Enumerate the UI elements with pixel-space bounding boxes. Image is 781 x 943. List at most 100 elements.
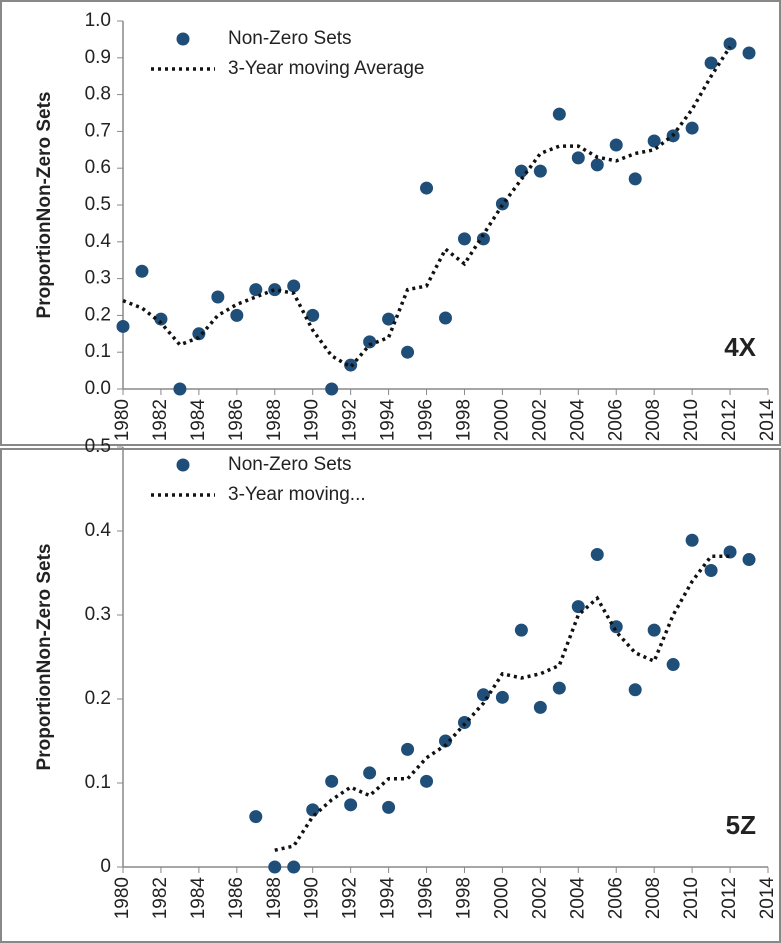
y-tick-label: 0.4 [85, 520, 112, 541]
x-tick-label: 2000 [491, 877, 512, 919]
x-tick-label: 2004 [567, 877, 588, 920]
data-point [249, 283, 263, 297]
y-tick-label: 0 [100, 856, 111, 877]
data-point [420, 774, 434, 788]
data-point [628, 683, 642, 697]
data-point [439, 311, 452, 325]
legend-label: 3-Year moving Average [228, 58, 424, 79]
x-tick-label: 1988 [264, 399, 285, 441]
y-tick-label: 0.3 [85, 268, 111, 289]
y-tick-label: 0.6 [85, 157, 111, 178]
data-point [344, 798, 358, 812]
data-point [609, 138, 623, 152]
data-point [287, 860, 301, 874]
data-point [268, 283, 282, 297]
data-point [533, 164, 547, 178]
x-tick-label: 1998 [453, 877, 474, 919]
legend-swatch [176, 458, 190, 472]
data-point [192, 327, 206, 341]
data-point [495, 197, 509, 211]
x-tick-label: 1992 [340, 877, 361, 919]
y-axis-title: ProportionNon-Zero Sets [34, 92, 55, 319]
y-tick-label: 0.1 [85, 341, 111, 362]
annotation: 4X [724, 332, 756, 362]
data-point [704, 563, 718, 577]
data-point [135, 264, 149, 278]
x-tick-label: 2000 [491, 399, 512, 441]
legend-label: 3-Year moving... [228, 484, 366, 505]
x-tick-label: 1980 [112, 399, 133, 441]
moving-average-line [274, 554, 731, 852]
data-point [723, 545, 737, 559]
legend-swatch [176, 32, 190, 46]
data-point [590, 548, 604, 562]
panel-frame [0, 448, 781, 943]
x-tick-label: 1982 [150, 877, 171, 919]
x-tick-label: 2010 [681, 399, 702, 441]
x-tick-label: 1990 [302, 877, 323, 919]
data-point [742, 553, 756, 567]
data-point [249, 810, 263, 824]
x-tick-label: 1982 [150, 399, 171, 441]
data-point [230, 308, 244, 322]
data-point [401, 345, 415, 359]
data-point [742, 46, 756, 60]
x-tick-label: 2014 [757, 877, 778, 920]
data-point [306, 308, 320, 322]
data-point [287, 279, 301, 293]
data-point [666, 658, 680, 672]
x-tick-label: 1990 [302, 399, 323, 441]
x-tick-label: 1996 [416, 877, 437, 919]
data-point [552, 681, 566, 695]
x-tick-label: 1994 [378, 399, 399, 442]
data-point [116, 319, 130, 333]
y-axis-title: ProportionNon-Zero Sets [34, 544, 55, 771]
data-point [457, 232, 471, 246]
data-point [363, 766, 377, 780]
data-point [154, 312, 168, 326]
y-tick-label: 1.0 [85, 10, 111, 31]
x-tick-label: 2004 [567, 399, 588, 442]
x-tick-label: 1996 [416, 399, 437, 441]
data-point [647, 623, 661, 637]
x-tick-label: 2006 [605, 399, 626, 441]
data-point [723, 37, 737, 51]
x-tick-label: 1984 [188, 877, 209, 920]
y-tick-label: 0.8 [85, 84, 111, 105]
x-tick-label: 2008 [643, 877, 664, 919]
data-point [552, 107, 566, 121]
data-point [420, 181, 434, 195]
data-point [439, 734, 452, 748]
data-point [495, 690, 509, 704]
x-tick-label: 1992 [340, 399, 361, 441]
data-point [685, 121, 699, 135]
data-point [685, 533, 699, 547]
data-point [363, 335, 377, 349]
moving-average-line [122, 45, 732, 370]
x-tick-label: 1998 [453, 399, 474, 441]
x-tick-label: 1986 [226, 399, 247, 441]
x-tick-label: 2002 [529, 877, 550, 919]
data-point [533, 700, 547, 714]
data-point [268, 860, 282, 874]
x-tick-label: 2014 [757, 399, 778, 442]
y-tick-label: 0.3 [85, 604, 111, 625]
data-point [382, 312, 396, 326]
data-point [325, 774, 339, 788]
data-point [590, 158, 604, 172]
x-tick-label: 2002 [529, 399, 550, 441]
y-tick-label: 0.9 [85, 47, 111, 68]
data-point [401, 742, 415, 756]
x-tick-label: 2006 [605, 877, 626, 919]
x-tick-label: 1994 [378, 877, 399, 920]
x-tick-label: 2012 [719, 399, 740, 441]
annotation: 5Z [726, 810, 756, 840]
y-tick-label: 0.7 [85, 120, 111, 141]
legend-label: Non-Zero Sets [228, 454, 352, 475]
x-tick-label: 2012 [719, 877, 740, 919]
y-tick-label: 0.5 [85, 436, 111, 457]
data-point [514, 623, 528, 637]
data-point [306, 803, 320, 817]
